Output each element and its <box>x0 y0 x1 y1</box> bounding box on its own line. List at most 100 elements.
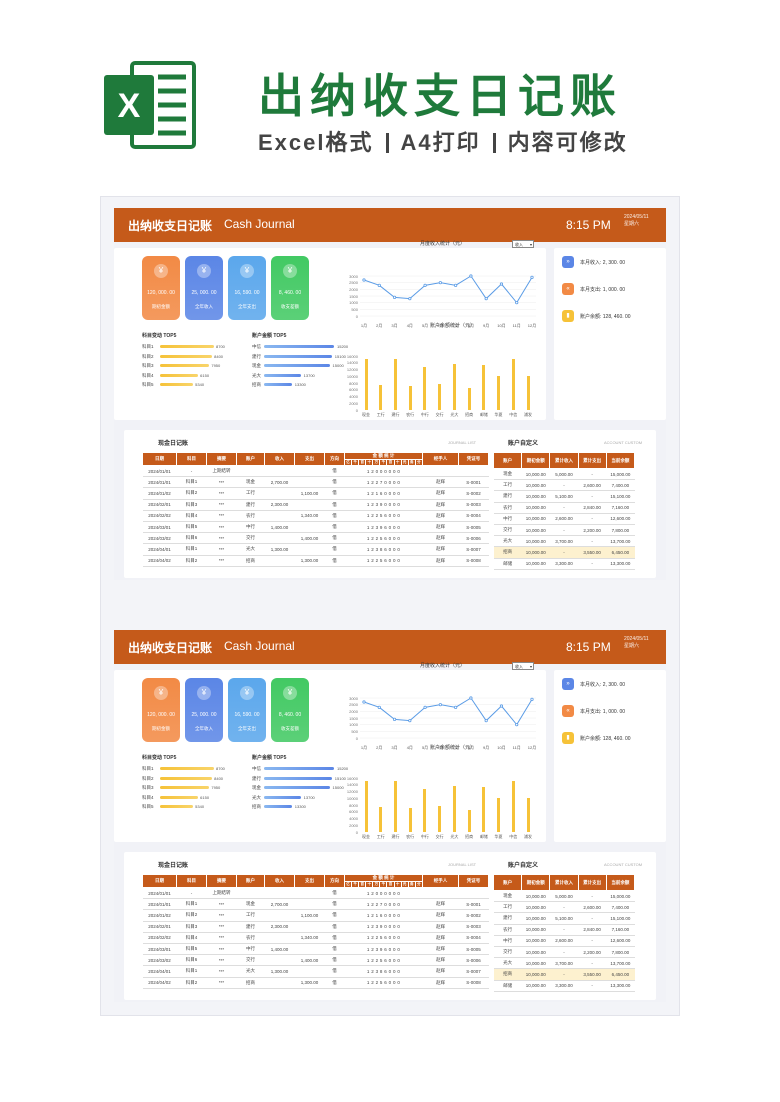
journal-row[interactable]: 2024/01/01- 上期结转 借 1 2 0 0 0 0 0 0 <box>142 887 489 900</box>
account-row[interactable]: 建行 10,000.00 5,100.00-15,100.00 <box>493 912 635 925</box>
balance-bar <box>497 376 501 410</box>
journal-row[interactable]: 2024/03/02 科目6 *** 交行 1,400.00 借 1 2 2 5 6 0… <box>142 954 489 967</box>
income-select[interactable]: 收入 ▾ <box>512 240 534 248</box>
line-point <box>530 275 534 279</box>
journal-title: 现金日记账 <box>158 863 189 869</box>
col-handler: 经手人 <box>422 874 459 888</box>
card-icon: ¥ <box>283 686 297 700</box>
account-rank-value: 15200 <box>337 766 349 771</box>
journal-panel: 现金日记账 JOURNAL LIST 账户自定义 ACCOUNT CUSTOM … <box>124 852 656 1000</box>
card-icon: ¥ <box>240 264 254 278</box>
sheet-preview: 出纳收支日记账 Cash Journal 8:15 PM 2024/05/11 星… <box>114 630 666 1002</box>
bar-xtick: 光大 <box>450 412 459 417</box>
line-chart <box>360 274 536 317</box>
account-row[interactable]: 光大 10,000.00 3,700.00-13,700.00 <box>493 535 635 548</box>
account-row[interactable]: 邮储 10,000.00 3,300.00-13,300.00 <box>493 558 635 570</box>
balance-bar <box>423 367 427 410</box>
bar-chart-icon: ▮ <box>562 732 574 744</box>
col-voucher: 凭证号 <box>458 452 489 466</box>
digit-header: 亿 <box>343 459 353 466</box>
journal-row[interactable]: 2024/04/02 科目2 *** 招商 1,300.00 借 1 2 2 5 6 0… <box>142 555 489 567</box>
account-row[interactable]: 农行 10,000.00-2,840.00 7,160.00 <box>493 924 635 936</box>
account-rank-bar <box>264 383 292 386</box>
account-row[interactable]: 中行 10,000.00 2,600.00-12,600.00 <box>493 513 635 525</box>
balance-bar <box>379 807 383 832</box>
account-row[interactable]: 交行 10,000.00-2,200.00 7,800.00 <box>493 946 635 959</box>
bar-ytick: 16000 <box>346 775 358 781</box>
account-row[interactable]: 招商 10,000.00-3,550.00 6,450.00 <box>493 968 635 981</box>
line-chart <box>360 696 536 739</box>
card-icon: ¥ <box>154 686 168 700</box>
account-row[interactable]: 中行 10,000.00 2,600.00-12,600.00 <box>493 935 635 947</box>
journal-row[interactable]: 2024/01/01 科目1 *** 现金 2,700.00 借 1 2 2 7 0 0… <box>142 476 489 489</box>
account-row[interactable]: 交行 10,000.00-2,200.00 7,800.00 <box>493 524 635 537</box>
digit-header: 百 <box>386 459 395 466</box>
account-row[interactable]: 工行 10,000.00-2,600.00 7,400.00 <box>493 901 635 914</box>
line-point <box>469 696 473 700</box>
journal-row[interactable]: 2024/03/02 科目6 *** 交行 1,400.00 借 1 2 2 5 6 0… <box>142 532 489 545</box>
line-point <box>438 703 442 707</box>
balance-bar <box>364 359 368 410</box>
balance-bar <box>364 781 368 832</box>
journal-row[interactable]: 2024/02/01 科目3 *** 建行 2,300.00 借 1 2 3 9 0 0… <box>142 499 489 511</box>
summary-label: 本月收入: <box>580 260 602 266</box>
bar-xtick: 建行 <box>391 412 400 417</box>
bar-xtick: 中信 <box>509 834 518 839</box>
double-chevron-left-icon: « <box>562 705 574 717</box>
balance-bar <box>467 810 471 832</box>
card-label: 期初金额 <box>152 304 170 309</box>
col-expense: 支出 <box>294 452 325 466</box>
journal-row[interactable]: 2024/03/01 科目5 *** 中行 1,400.00 借 1 2 3 9 6 0… <box>142 943 489 956</box>
balance-bar <box>393 359 397 410</box>
digit-header: 万 <box>372 459 381 466</box>
account-row[interactable]: 建行 10,000.00 5,100.00-15,100.00 <box>493 490 635 503</box>
subject-rank-value: 5340 <box>195 804 205 809</box>
card-value: 16, 590. 00 <box>234 712 260 718</box>
journal-row[interactable]: 2024/02/02 科目4 *** 农行 1,340.00 借 1 2 2 5 6 0… <box>142 932 489 944</box>
account-row[interactable]: 农行 10,000.00-2,840.00 7,160.00 <box>493 502 635 514</box>
subject-rank-value: 8700 <box>216 344 225 349</box>
journal-row[interactable]: 2024/01/02 科目2 *** 工行 1,100.00 借 1 2 1 6 0 0… <box>142 909 489 922</box>
stat-card: ¥ 8, 460. 00 收支差额 <box>271 256 309 320</box>
journal-row[interactable]: 2024/04/02 科目2 *** 招商 1,300.00 借 1 2 2 5 6 0… <box>142 977 489 989</box>
bar-xtick: 交行 <box>435 834 444 839</box>
account-rank-value: 15000 <box>332 363 344 368</box>
journal-row[interactable]: 2024/01/01- 上期结转 借 1 2 0 0 0 0 0 0 <box>142 465 489 478</box>
subject-rank-label: 科目4 <box>142 794 154 800</box>
balance-bar <box>511 358 515 410</box>
line-point <box>408 719 412 723</box>
account-rank-label: 招商 <box>252 382 261 387</box>
account-row[interactable]: 招商 10,000.00-3,550.00 6,450.00 <box>493 546 635 559</box>
bar-ytick: 10000 <box>346 373 358 379</box>
journal-row[interactable]: 2024/02/02 科目4 *** 农行 1,340.00 借 1 2 2 5 6 0… <box>142 510 489 522</box>
account-row[interactable]: 工行 10,000.00-2,600.00 7,400.00 <box>493 479 635 492</box>
subject-rank-title: 科目变动 TOP5 <box>142 755 177 761</box>
line-xtick: 7月 <box>452 323 459 328</box>
income-select[interactable]: 收入 ▾ <box>512 662 534 670</box>
account-rank-label: 中信 <box>252 766 261 771</box>
account-col: 累计收入 <box>549 874 579 891</box>
line-xtick: 5月 <box>421 323 429 328</box>
account-row[interactable]: 现金 10,000.00 5,000.00-15,000.00 <box>493 468 635 481</box>
line-xtick: 4月 <box>406 745 413 750</box>
col-account: 账户 <box>236 452 265 466</box>
journal-row[interactable]: 2024/03/01 科目5 *** 中行 1,400.00 借 1 2 3 9 6 0… <box>142 521 489 534</box>
account-col: 累计支出 <box>577 452 607 469</box>
digit-header: 千 <box>351 459 360 466</box>
bar-ytick: 6000 <box>349 387 358 393</box>
account-col: 当前余额 <box>605 874 636 891</box>
journal-row[interactable]: 2024/04/01 科目1 *** 光大 1,300.00 借 1 2 3 8 6 0… <box>142 965 489 978</box>
account-rank-value: 15100 <box>334 353 346 359</box>
bar-chart-icon: ▮ <box>562 310 574 322</box>
account-row[interactable]: 光大 10,000.00 3,700.00-13,700.00 <box>493 957 635 970</box>
line-point <box>515 301 519 305</box>
journal-row[interactable]: 2024/02/01 科目3 *** 建行 2,300.00 借 1 2 3 9 0 0… <box>142 921 489 933</box>
journal-row[interactable]: 2024/01/01 科目1 *** 现金 2,700.00 借 1 2 2 7 0 0… <box>142 898 489 911</box>
journal-row[interactable]: 2024/01/02 科目2 *** 工行 1,100.00 借 1 2 1 6 0 0… <box>142 487 489 500</box>
line-point <box>484 297 488 301</box>
line-point <box>408 297 412 301</box>
journal-row[interactable]: 2024/04/01 科目1 *** 光大 1,300.00 借 1 2 3 8 6 0… <box>142 543 489 556</box>
journal-panel: 现金日记账 JOURNAL LIST 账户自定义 ACCOUNT CUSTOM … <box>124 430 656 578</box>
account-row[interactable]: 邮储 10,000.00 3,300.00-13,300.00 <box>493 980 635 992</box>
account-row[interactable]: 现金 10,000.00 5,000.00-15,000.00 <box>493 890 635 903</box>
